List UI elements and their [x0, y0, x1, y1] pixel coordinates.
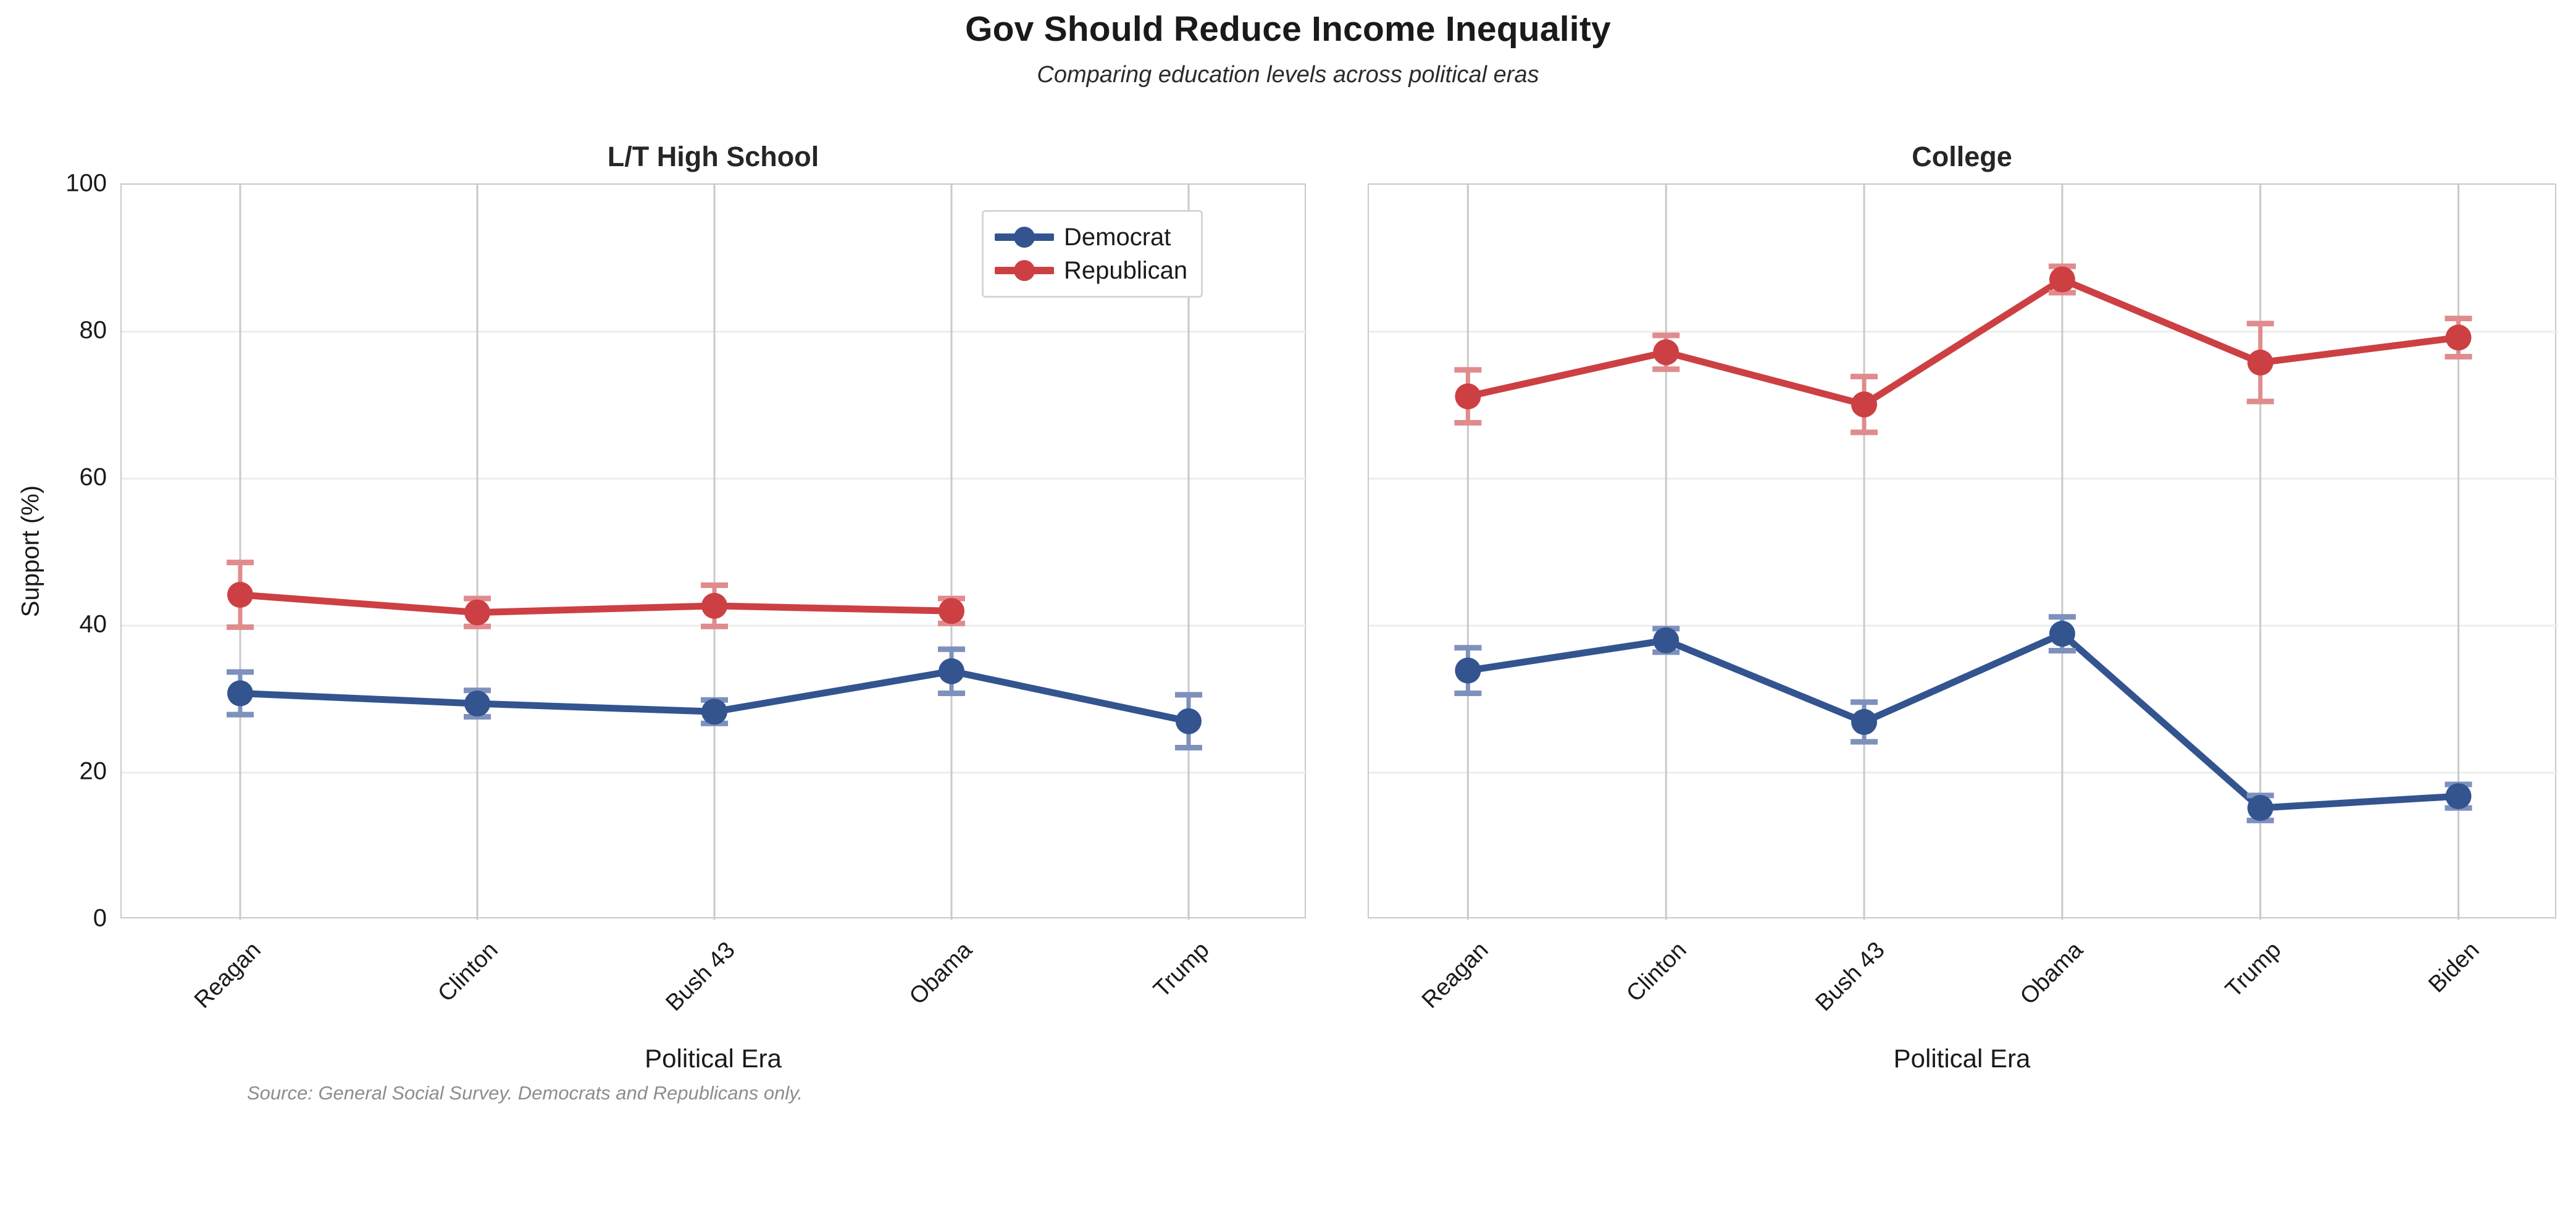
- data-point-republican-reagan[interactable]: [227, 582, 253, 608]
- series-line-republican: [236, 591, 955, 616]
- source-note: Source: General Social Survey. Democrats…: [247, 1082, 803, 1104]
- legend-item-republican[interactable]: Republican: [995, 254, 1187, 287]
- subplot-title: L/T High School: [607, 141, 819, 172]
- data-point-republican-obama[interactable]: [939, 598, 964, 624]
- data-point-republican-trump[interactable]: [2247, 349, 2273, 376]
- data-point-democrat-obama[interactable]: [2049, 621, 2075, 647]
- data-point-democrat-reagan[interactable]: [1455, 657, 1481, 684]
- subplot-title: College: [1912, 141, 2012, 172]
- subplot-college: College Political Era: [1368, 0, 2557, 1130]
- plot-svg: [122, 185, 1307, 920]
- legend-label: Democrat: [1064, 223, 1171, 251]
- y-tick-label: 60: [79, 463, 107, 491]
- data-point-democrat-clinton[interactable]: [1653, 627, 1679, 653]
- x-axis-label: Political Era: [645, 1044, 782, 1073]
- data-point-democrat-reagan[interactable]: [227, 680, 253, 707]
- data-point-democrat-obama[interactable]: [939, 658, 964, 684]
- legend: Democrat Republican: [982, 210, 1203, 298]
- legend-label: Republican: [1064, 256, 1188, 284]
- y-tick-label: 80: [79, 316, 107, 344]
- figure-title: Gov Should Reduce Income Inequality: [965, 9, 1611, 49]
- data-point-democrat-trump[interactable]: [1176, 708, 1202, 734]
- data-point-republican-biden[interactable]: [2445, 324, 2472, 351]
- y-axis-label: Support (%): [17, 485, 44, 618]
- legend-item-democrat[interactable]: Democrat: [995, 220, 1187, 254]
- data-point-republican-obama[interactable]: [2049, 266, 2075, 293]
- plot-area: [120, 183, 1307, 920]
- legend-marker-icon: [995, 254, 1054, 287]
- y-tick-label: 40: [79, 610, 107, 638]
- y-tick-label: 20: [79, 757, 107, 785]
- data-point-republican-bush-43[interactable]: [1851, 391, 1878, 418]
- data-point-republican-bush-43[interactable]: [701, 592, 727, 619]
- data-point-republican-reagan[interactable]: [1455, 383, 1481, 410]
- data-point-republican-clinton[interactable]: [1653, 339, 1679, 366]
- x-axis-label: Political Era: [1893, 1044, 2031, 1073]
- data-point-republican-clinton[interactable]: [464, 599, 490, 626]
- y-tick-label: 100: [65, 169, 107, 197]
- plot-area: [1368, 183, 2557, 920]
- data-point-democrat-biden[interactable]: [2445, 783, 2472, 810]
- data-point-democrat-clinton[interactable]: [464, 691, 490, 717]
- series-line-democrat: [1464, 630, 2462, 812]
- y-tick-label: 0: [93, 904, 107, 932]
- plot-svg: [1369, 185, 2557, 920]
- legend-marker-icon: [995, 220, 1054, 254]
- data-point-democrat-bush-43[interactable]: [1851, 708, 1878, 735]
- figure-canvas: Gov Should Reduce Income Inequality Comp…: [17, 0, 2557, 1130]
- series-line-republican: [1464, 276, 2462, 408]
- data-point-democrat-bush-43[interactable]: [701, 699, 727, 725]
- subplot-lt-high-school: L/T High School Political Era: [120, 0, 1307, 1130]
- data-point-democrat-trump[interactable]: [2247, 795, 2273, 821]
- figure-subtitle: Comparing education levels across politi…: [1037, 62, 1539, 88]
